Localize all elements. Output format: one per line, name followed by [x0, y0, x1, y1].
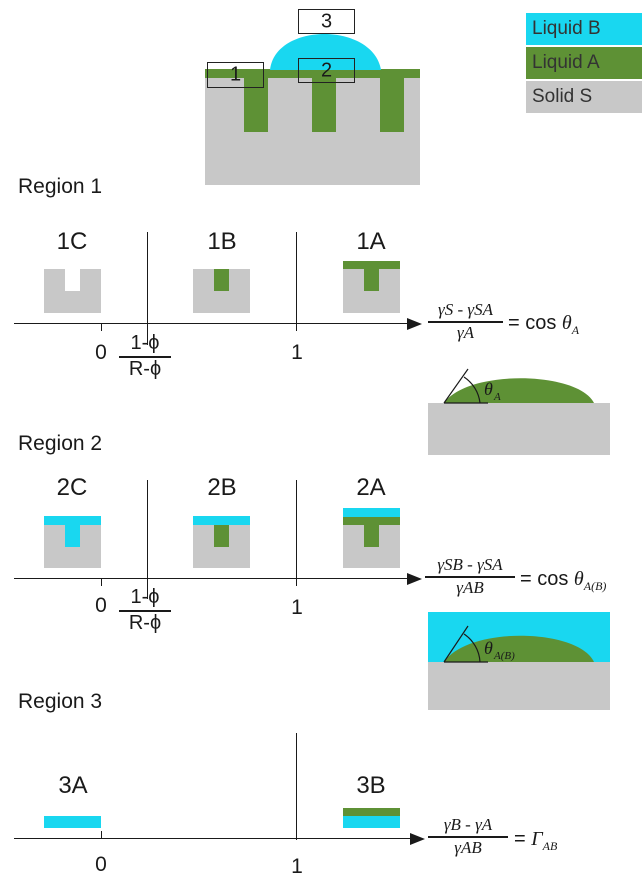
- svg-text:A: A: [493, 391, 501, 403]
- panel-2b-pore-a: [214, 525, 229, 547]
- panel-label-3b: 3B: [356, 772, 386, 799]
- panel-2a-film-b: [343, 508, 400, 517]
- liquid-a-pore: [312, 77, 336, 132]
- region3-tick-label-one: 1: [291, 855, 303, 878]
- panel-2a-film-a: [343, 517, 400, 525]
- region-box-1: 1: [207, 62, 264, 88]
- region3-tick-zero: [101, 831, 103, 839]
- svg-text:A(B): A(B): [493, 650, 515, 662]
- region1-tick-label-zero: 0: [95, 341, 107, 364]
- panel-label-2c: 2C: [56, 474, 88, 501]
- legend-liquid-a: Liquid A: [526, 47, 642, 79]
- region2-equation-rhs: = cos θA(B): [520, 568, 607, 593]
- region1-threshold-label: 1-ϕ R-ϕ: [119, 332, 171, 381]
- region2-equation-fraction: γSB - γSA γAB: [425, 555, 515, 598]
- panel-label-2b: 2B: [207, 474, 237, 501]
- region3-divider: [296, 733, 298, 840]
- panel-label-1a: 1A: [356, 228, 386, 255]
- region1-tick-label-one: 1: [291, 341, 303, 364]
- legend-solid-s: Solid S: [526, 81, 642, 113]
- liquid-a-pore: [244, 77, 268, 132]
- region1-divider-1: [147, 232, 149, 345]
- region3-equation-rhs: = ΓAB: [514, 828, 558, 853]
- region2-title: Region 2: [18, 432, 103, 455]
- panel-3b-film-a: [343, 808, 400, 816]
- panel-2c-film-b: [44, 516, 101, 525]
- panel-3b-film-b: [343, 816, 400, 828]
- panel-label-1b: 1B: [207, 228, 237, 255]
- panel-3a-film-b: [44, 816, 101, 828]
- region2-axis: [14, 578, 409, 580]
- region1-axis: [14, 323, 409, 325]
- panel-2b-film-b: [193, 516, 250, 525]
- panel-1b-pore-filled: [214, 269, 229, 291]
- svg-text:θ: θ: [484, 379, 493, 399]
- panel-1c-pore-empty: [65, 269, 80, 291]
- region1-axis-arrow: [407, 318, 422, 330]
- legend-liquid-b: Liquid B: [526, 13, 642, 45]
- liquid-a-film: [205, 69, 420, 78]
- region2-divider-2: [296, 480, 298, 586]
- liquid-a-pore: [380, 77, 404, 132]
- panel-2a-pore-a: [364, 525, 379, 547]
- contact-angle-diagram-ab: θ A(B): [428, 612, 610, 710]
- panel-1a-film: [343, 261, 400, 269]
- panel-1a-pore-filled: [364, 269, 379, 291]
- region3-title: Region 3: [18, 690, 103, 713]
- region1-equation-fraction: γS - γSA γA: [428, 300, 503, 343]
- region2-threshold-label: 1-ϕ R-ϕ: [119, 586, 171, 635]
- region3-axis-arrow: [410, 833, 425, 845]
- contact-angle-diagram-a: θ A: [428, 368, 610, 455]
- region3-tick-label-zero: 0: [95, 853, 107, 876]
- region1-tick-zero: [101, 323, 103, 331]
- region1-divider-2: [296, 232, 298, 331]
- region3-axis: [14, 838, 412, 840]
- panel-2c-pore-b: [65, 525, 80, 547]
- panel-label-3a: 3A: [58, 772, 88, 799]
- region3-equation-fraction: γB - γA γAB: [428, 815, 508, 858]
- region1-equation-rhs: = cos θA: [508, 312, 580, 337]
- region-box-3: 3: [298, 9, 355, 34]
- panel-label-1c: 1C: [56, 228, 88, 255]
- liquid-b-droplet: [270, 34, 381, 70]
- region2-divider-1: [147, 480, 149, 599]
- svg-text:θ: θ: [484, 638, 493, 658]
- region2-tick-label-zero: 0: [95, 594, 107, 617]
- region2-tick-zero: [101, 578, 103, 586]
- panel-label-2a: 2A: [356, 474, 386, 501]
- region2-tick-label-one: 1: [291, 596, 303, 619]
- region-box-2: 2: [298, 58, 355, 83]
- region2-axis-arrow: [407, 573, 422, 585]
- region1-title: Region 1: [18, 175, 103, 198]
